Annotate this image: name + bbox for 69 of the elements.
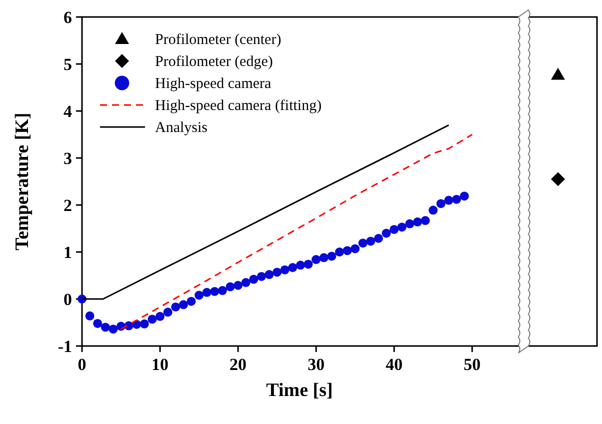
point <box>304 260 313 269</box>
point <box>100 322 110 332</box>
point <box>550 172 565 186</box>
point <box>319 253 328 262</box>
point <box>374 234 384 243</box>
point <box>218 286 227 296</box>
x-tick-label: 40 <box>386 355 403 374</box>
point <box>288 263 298 272</box>
point <box>171 302 180 312</box>
y-tick-label: 5 <box>64 55 72 74</box>
point <box>550 68 565 80</box>
y-tick-label: 0 <box>64 290 72 309</box>
point <box>296 260 305 270</box>
point <box>413 217 422 226</box>
point <box>148 314 157 324</box>
point <box>272 268 282 277</box>
point <box>335 248 344 256</box>
point <box>156 312 165 321</box>
point <box>264 270 274 280</box>
point <box>358 238 368 248</box>
point <box>382 228 391 238</box>
legend-label: High-speed camera (fitting) <box>155 98 322 114</box>
point <box>312 255 321 264</box>
x-tick-label: 0 <box>78 355 86 374</box>
point <box>397 222 406 232</box>
y-tick-label: 3 <box>64 149 72 168</box>
point <box>93 318 102 328</box>
point <box>194 290 204 300</box>
legend-label: Profilometer (edge) <box>155 54 273 70</box>
point <box>327 252 336 261</box>
y-tick-label: 1 <box>64 243 72 262</box>
point <box>163 308 172 317</box>
x-tick-label: 20 <box>230 355 247 374</box>
point <box>202 288 212 297</box>
point <box>366 236 376 246</box>
x-tick-label: 50 <box>464 355 481 374</box>
point <box>140 319 149 328</box>
y-tick-label: 6 <box>64 8 72 27</box>
point <box>444 196 454 205</box>
point <box>460 192 469 201</box>
point <box>249 274 258 284</box>
y-tick-label: -1 <box>58 337 72 356</box>
y-tick-label: 2 <box>64 196 72 215</box>
point <box>226 282 235 292</box>
point <box>280 265 290 274</box>
point <box>452 194 462 204</box>
legend-label: Analysis <box>155 120 208 136</box>
point <box>350 244 360 254</box>
point <box>420 216 430 226</box>
point <box>241 278 250 288</box>
y-tick-label: 4 <box>64 102 72 121</box>
point <box>256 272 266 281</box>
point <box>342 246 352 256</box>
point <box>210 286 220 296</box>
point <box>178 300 188 310</box>
point <box>234 280 243 290</box>
legend-label: High-speed camera <box>155 76 272 92</box>
point <box>85 311 94 320</box>
point <box>390 224 399 234</box>
x-tick-label: 30 <box>308 355 325 374</box>
x-axis-title: Time [s] <box>266 380 333 401</box>
y-axis-title: Temperature [K] <box>12 112 33 250</box>
point <box>186 296 196 306</box>
legend-label: Profilometer (center) <box>155 32 282 48</box>
point <box>108 324 118 334</box>
point <box>405 219 414 228</box>
point <box>436 199 446 208</box>
point <box>428 206 438 215</box>
x-tick-label: 10 <box>152 355 169 374</box>
